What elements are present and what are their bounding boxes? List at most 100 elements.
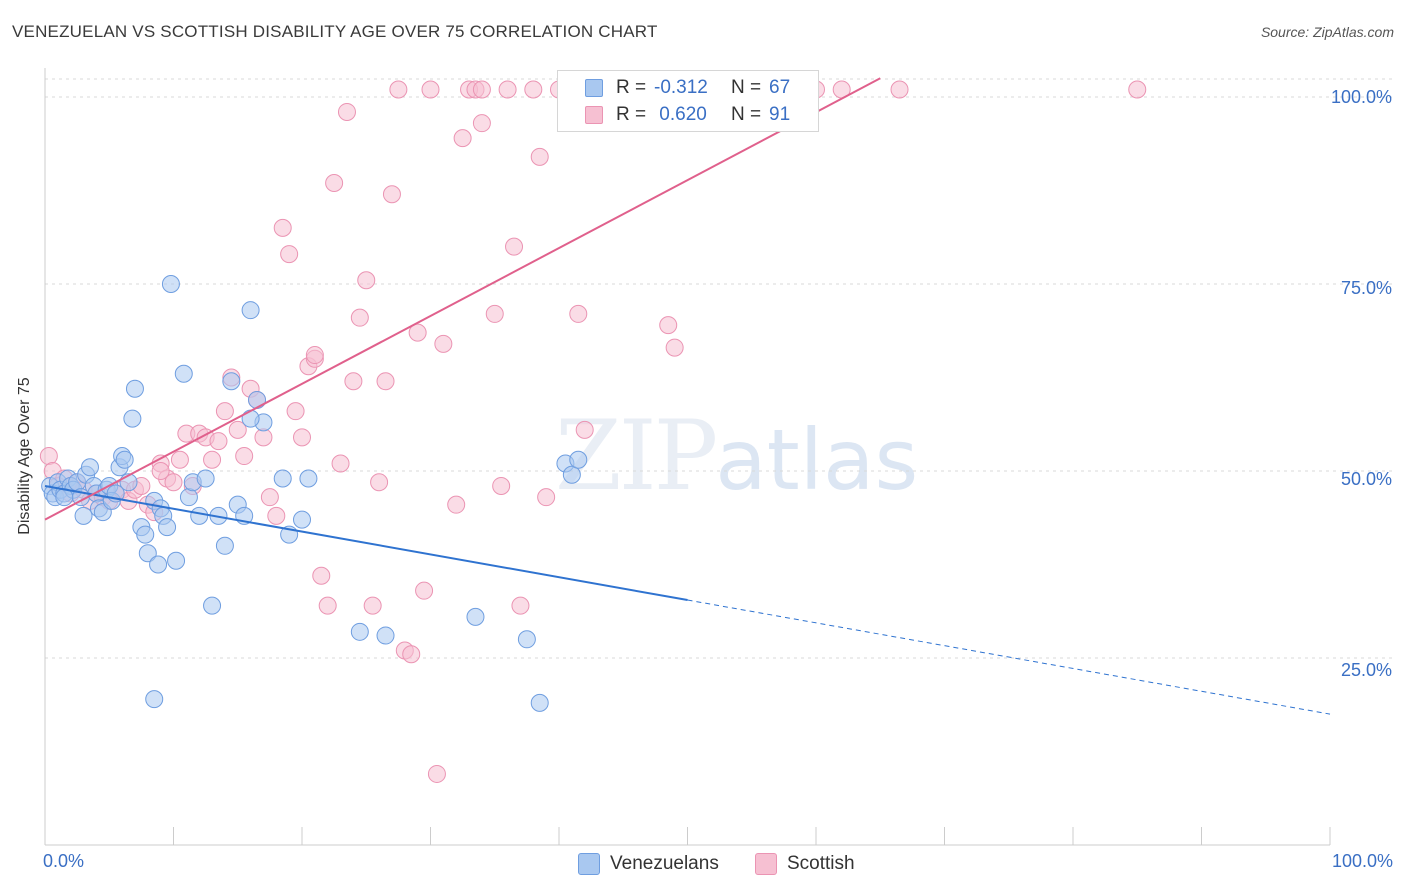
scottish-point [318, 596, 337, 615]
trend-lines [44, 77, 1331, 715]
scottish-point [215, 402, 234, 421]
venezuelan-trend-line [44, 484, 688, 602]
watermark-atlas: atlas [715, 411, 919, 509]
chart-title: VENEZUELAN VS SCOTTISH DISABILITY AGE OV… [12, 22, 658, 41]
scottish-point [511, 596, 530, 615]
venezuelan-point [125, 379, 144, 398]
legend-r-label: R = [616, 77, 647, 98]
scottish-point [1128, 80, 1147, 99]
scottish-point [370, 473, 389, 492]
scottish-point [434, 334, 453, 353]
legend-swatch-pink [755, 853, 777, 875]
scottish-point [408, 323, 427, 342]
venezuelan-point [74, 506, 93, 525]
y-tick-label: 50.0% [1340, 469, 1392, 489]
venezuelan-point [215, 536, 234, 555]
venezuelan-point [196, 469, 215, 488]
legend-label: Scottish [787, 853, 855, 874]
venezuelan-trend-extension [687, 599, 1331, 715]
scottish-point [569, 304, 588, 323]
venezuelan-point [80, 458, 99, 477]
scottish-point [203, 450, 222, 469]
legend-label: Venezuelans [610, 853, 719, 874]
venezuelan-point [569, 450, 588, 469]
venezuelan-point [222, 372, 241, 391]
venezuelan-point [145, 690, 164, 709]
scottish-point [447, 495, 466, 514]
legend-swatch-blue [578, 853, 600, 875]
legend-swatch-pink [585, 106, 603, 124]
scottish-point [164, 473, 183, 492]
scottish-points [39, 80, 1147, 783]
scottish-point [312, 566, 331, 585]
scottish-point [537, 488, 556, 507]
venezuelan-point [350, 622, 369, 641]
legend-n-value: 67 [769, 77, 791, 98]
venezuelan-point [203, 596, 222, 615]
scottish-point [415, 581, 434, 600]
venezuelan-point [248, 390, 267, 409]
venezuelan-point [115, 450, 134, 469]
scottish-point [337, 102, 356, 121]
venezuelan-point [466, 607, 485, 626]
scottish-point [389, 80, 408, 99]
legend-n-value: 91 [769, 104, 791, 125]
legend-r-value: 0.620 [654, 104, 707, 125]
scottish-point [485, 304, 504, 323]
scottish-point [273, 218, 292, 237]
scottish-point [170, 450, 189, 469]
scottish-point [344, 372, 363, 391]
scottish-point [505, 237, 524, 256]
scottish-point [421, 80, 440, 99]
scottish-point [260, 488, 279, 507]
venezuelan-point [161, 275, 180, 293]
scottish-point [890, 80, 909, 99]
legend-swatch-blue [585, 79, 603, 97]
legend-r-label: R = [616, 104, 647, 125]
scottish-point [280, 245, 299, 264]
scottish-point [472, 114, 491, 133]
scottish-point [659, 316, 678, 335]
scottish-point [39, 447, 58, 466]
venezuelan-point [136, 525, 155, 544]
scottish-point [151, 462, 170, 480]
venezuelan-point [149, 555, 168, 574]
scottish-point [665, 338, 684, 357]
scottish-point [453, 129, 472, 148]
y-tick-label: 75.0% [1340, 278, 1392, 298]
venezuelan-point [376, 626, 395, 645]
scottish-point [228, 420, 247, 439]
scottish-point [293, 428, 311, 447]
scottish-trend-line [44, 77, 881, 521]
venezuelan-point [179, 488, 198, 507]
scottish-point [331, 454, 350, 473]
scottish-point [498, 80, 517, 99]
scottish-point [530, 147, 549, 166]
venezuelan-point [190, 506, 209, 525]
venezuelan-point [517, 630, 536, 649]
scottish-point [305, 346, 324, 365]
y-axis-label: Disability Age Over 75 [16, 377, 33, 535]
legend-n-label: N = [731, 77, 762, 98]
scottish-point [235, 447, 254, 466]
venezuelan-point [241, 409, 260, 428]
scottish-point [524, 80, 543, 99]
legend-r-value: -0.312 [654, 77, 708, 98]
gridlines [45, 78, 1393, 659]
y-tick-label: 100.0% [1330, 87, 1392, 107]
x-tick-label-min: 0.0% [43, 851, 85, 871]
venezuelan-point [174, 364, 193, 383]
scottish-point [427, 764, 446, 783]
venezuelan-point [167, 551, 186, 570]
venezuelan-point [123, 409, 142, 428]
correlation-legend: R = -0.312 N = 67 R = 0.620 N = 91 [557, 70, 819, 132]
venezuelan-point [241, 301, 260, 320]
venezuelan-point [138, 544, 157, 563]
venezuelan-point [273, 469, 292, 488]
scottish-point [382, 185, 401, 204]
scottish-point [267, 506, 286, 525]
scottish-point [472, 80, 491, 99]
scottish-point [492, 476, 511, 495]
venezuelan-point [158, 518, 177, 537]
